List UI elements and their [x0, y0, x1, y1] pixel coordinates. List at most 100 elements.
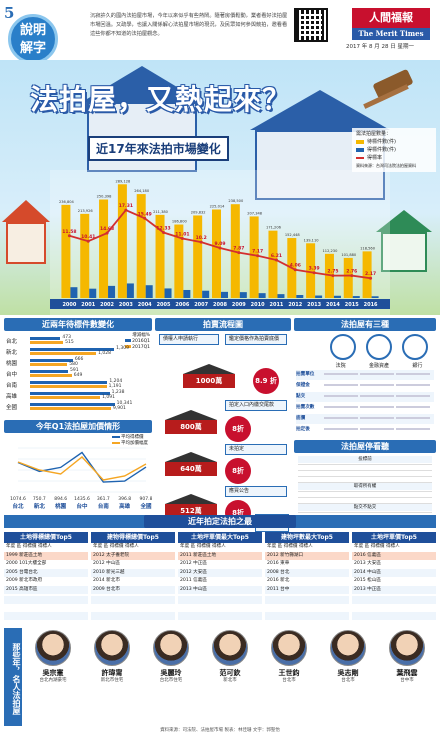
top5-row: 2009 新北市政府 — [6, 578, 43, 583]
top5-row: 2015 高雄市區 — [4, 585, 88, 594]
top5-row: 2011 台中 — [265, 585, 349, 594]
hero-subtitle: 近17年來法拍市場變化 — [88, 136, 229, 161]
x-tick-label: 2000 — [62, 302, 76, 308]
bar-value-label: 209,832 — [191, 210, 206, 214]
type-row: 底價 — [296, 414, 434, 424]
celebrity-desc: 台北市住宅 — [159, 678, 183, 683]
bar-pending — [268, 230, 278, 298]
rate-label: 11.58 — [62, 229, 76, 235]
hbar-label: 台北 — [6, 339, 18, 345]
bar-won — [164, 288, 172, 298]
bar-won — [126, 283, 134, 298]
price-value-label: 396.8 — [118, 496, 131, 502]
x-tick-label: 2004 — [138, 302, 152, 308]
top5-row: 2011 新莊區土地 — [178, 551, 262, 560]
masthead-subtitle: The Merit Times — [352, 28, 430, 40]
legend-a-label: 平均得標價 — [121, 435, 144, 440]
hbar-value-a: 10,341 — [116, 401, 133, 406]
bar-won — [70, 287, 78, 298]
rate-point — [199, 240, 203, 244]
hbar-value-a: 1,238 — [111, 390, 125, 395]
celebrity-card: 許瑋甯 新北市住宅 — [85, 630, 139, 726]
top5-title: 建物得標總價Top5 — [91, 532, 175, 543]
top5-row: 2016 信義區 — [352, 551, 436, 560]
section-title: 今年Q1法拍屋加價情形 — [4, 420, 152, 433]
rate-point — [162, 231, 166, 235]
auction-process-section: 拍賣流程圖 債權人申請執行 鑑定價格作為拍賣底價 1000萬 8.9 折 拍定入… — [155, 318, 291, 532]
hbar-2016 — [30, 337, 61, 340]
hbar-value-a: 473 — [62, 335, 71, 340]
legend-label: 待標件數(件) — [367, 139, 396, 145]
top5-row: 2000 101大樓全部 — [6, 561, 47, 566]
top5-title: 土地得標總價Top5 — [4, 532, 88, 543]
bar-pending — [306, 243, 316, 298]
issue-date: 2017 年 8 月 28 日 星期一 — [346, 44, 414, 50]
price-line-chart: 1074.6台北 750.7新北 894.6桃園 1435.6台中 361.7台南 396… — [10, 447, 152, 510]
left-legend: 增減幅% 2016Q1 2017Q1 — [124, 333, 150, 351]
celebrity-card: 吳麗玲 台北市住宅 — [144, 630, 198, 726]
bar-pending — [174, 224, 184, 298]
hbar-row: 台北 473 515 — [4, 335, 124, 345]
qr-code-icon[interactable] — [294, 8, 328, 42]
fourth-auction-price: 512萬 — [165, 504, 217, 518]
legend-item-pending: 待標件數(件) — [356, 138, 432, 146]
legend-b-label: 2017Q1 — [132, 345, 150, 350]
bar-pending — [212, 209, 221, 298]
first-auction-price: 1000萬 — [183, 374, 235, 388]
bar-won — [145, 285, 153, 298]
bar-value-label: 101,880 — [341, 253, 357, 257]
gavel-icon — [352, 68, 422, 114]
bar-value-label: 207,348 — [247, 211, 263, 215]
type-labels: 法院 金融資產 銀行 — [324, 362, 434, 369]
process-note-pay: 拍定入口內繳交尾款 — [225, 400, 287, 411]
bar-pending — [61, 204, 71, 298]
section-badge: 說明 解字 — [8, 14, 58, 64]
asset-company-icon — [366, 334, 392, 360]
bar-won — [296, 295, 304, 298]
bar-won — [371, 296, 379, 298]
hbar-row: 台南 1,204 1,191 — [4, 379, 124, 389]
celebrity-card: 葉飛雲 台中市 — [380, 630, 434, 726]
auction-bar-chart: 2000 236,804 2001 213,926 2002 250,398 2003 289… — [50, 170, 390, 315]
top5-row: 2012 新竹縣湖口 — [265, 551, 349, 560]
house-roof-icon — [183, 364, 235, 374]
intro-text: 沉寂許久的國內法拍屋市場，今年以來似乎有些熱鬧。隨著房價鬆動，業者看好法拍屋市場… — [90, 13, 288, 37]
celebrity-photo — [330, 630, 366, 666]
city-tick-label: 新北 — [34, 502, 46, 510]
rate-point — [67, 234, 71, 238]
city-tick-label: 全國 — [139, 502, 152, 510]
bar-value-label: 250,398 — [97, 195, 113, 199]
hbar-value-a: 1,204 — [109, 379, 123, 384]
hbar-value-a: 1,309 — [116, 346, 130, 351]
legend-a: 平均得標價 — [111, 435, 148, 441]
warning-sub-c: 點交不點交 — [298, 504, 432, 511]
pending-cases-section: 近兩年待標件數變化 增減幅% 2016Q1 2017Q1 台北 473 515 新… — [4, 318, 152, 418]
section-title: 近兩年待標件數變化 — [4, 318, 152, 331]
top5-row: 1999 新莊區土地 — [4, 551, 88, 560]
top5-row: 2016 東華 — [267, 561, 290, 566]
type-label-court: 法院 — [335, 363, 346, 369]
rate-label: 12.33 — [156, 226, 170, 232]
rate-point — [180, 236, 184, 240]
rate-label: 7.17 — [252, 249, 263, 255]
hbar-2016 — [30, 403, 115, 406]
legend-note: 資料來源：台灣司法院法拍屋資料 — [356, 163, 416, 168]
type-row: 點交 — [296, 392, 434, 402]
top5-title: 土地坪單價最大Top5 — [178, 532, 262, 543]
top5-row: 2013 中山區 — [178, 585, 262, 594]
legend-b: 平均加價幅度 — [111, 441, 148, 447]
rate-label: 15.49 — [138, 211, 152, 217]
celebrity-name: 王世鈞 — [278, 669, 300, 677]
legend-b: 2017Q1 — [124, 345, 150, 351]
type-row-label: 拍賣單位 — [296, 372, 315, 377]
hbar-2016 — [30, 381, 108, 384]
city-tick-label: 台南 — [98, 502, 110, 510]
rate-point — [331, 274, 335, 278]
price-value-label: 907.8 — [140, 496, 152, 502]
price-value-label: 894.6 — [54, 496, 67, 502]
house-roof-icon — [165, 410, 217, 420]
top5-row: 年度 區 得標價 得標人 — [6, 544, 52, 549]
rate-label: 10.2 — [196, 235, 207, 241]
bar-won — [89, 288, 97, 298]
price-value-label: 361.7 — [97, 496, 110, 502]
